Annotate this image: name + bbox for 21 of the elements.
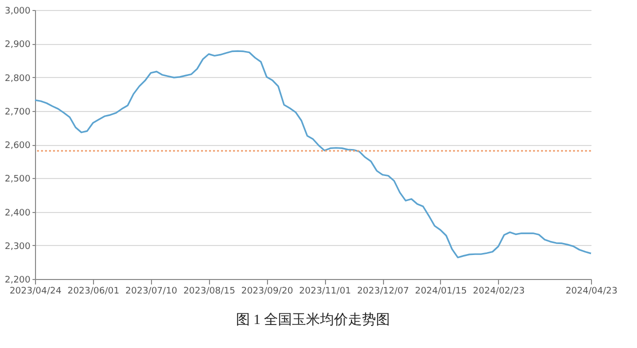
y-tick-label: 2,600 bbox=[4, 141, 31, 151]
y-tick-label: 2,800 bbox=[4, 74, 31, 84]
text: 图 1 全国玉米均价走势图 bbox=[236, 312, 390, 328]
y-tick-label: 2,400 bbox=[4, 208, 31, 218]
x-tick-label: 2023/04/24 bbox=[10, 286, 62, 296]
y-tick-label: 3,000 bbox=[4, 6, 31, 16]
x-tick-label: 2023/09/20 bbox=[241, 286, 294, 296]
x-tick-label: 2023/11/01 bbox=[299, 286, 352, 296]
x-tick-label: 2024/04/23 bbox=[566, 286, 618, 296]
x-tick-label: 2023/12/07 bbox=[357, 286, 409, 296]
x-tick-label: 2024/01/15 bbox=[414, 286, 467, 296]
y-tick-label: 2,500 bbox=[4, 174, 31, 185]
y-tick-label: 2,900 bbox=[4, 40, 31, 50]
x-tick-label: 2023/08/15 bbox=[183, 286, 236, 296]
x-tick-label: 2023/06/01 bbox=[67, 286, 120, 296]
x-tick-label: 2023/07/10 bbox=[125, 286, 178, 296]
line-series bbox=[34, 50, 592, 258]
x-tick-label: 2024/02/23 bbox=[472, 286, 525, 296]
y-tick-label: 2,300 bbox=[4, 242, 31, 252]
y-tick-label: 2,200 bbox=[4, 276, 31, 286]
y-tick-label: 2,700 bbox=[4, 107, 31, 118]
